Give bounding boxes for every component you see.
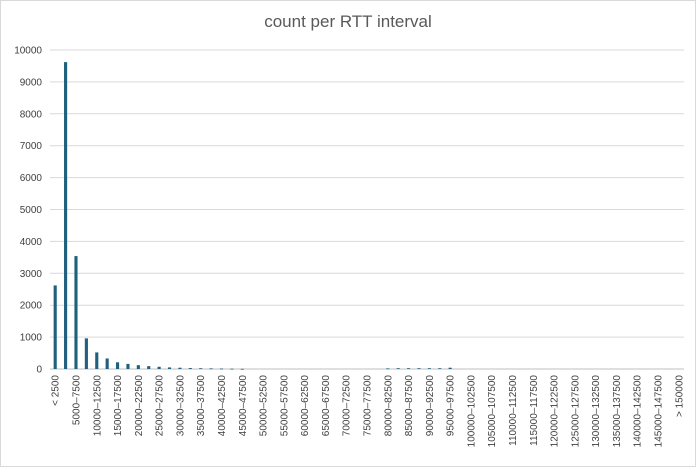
bar [64, 62, 68, 369]
x-tick-label: 110000–112500 [508, 375, 519, 446]
bar [74, 256, 78, 369]
bar [157, 366, 161, 369]
y-tick-label: 2000 [20, 301, 43, 312]
bar [126, 363, 130, 369]
chart-title: count per RTT interval [264, 12, 432, 31]
bar [417, 368, 421, 370]
bar [438, 368, 442, 370]
x-tick-label: 90000–92500 [425, 375, 436, 437]
bar [167, 367, 172, 369]
bar [95, 352, 99, 369]
y-axis: 0 1000 2000 3000 4000 5000 6000 7000 8000 9000 100… [14, 46, 42, 376]
y-tick-label: 8000 [20, 109, 43, 120]
x-tick-label: 30000–32500 [175, 375, 186, 437]
bar [219, 368, 224, 370]
x-tick-label: 35000–37500 [196, 375, 207, 437]
bar [427, 368, 431, 370]
x-tick-label: 70000–72500 [342, 375, 353, 437]
x-tick-label: 10000–12500 [92, 375, 103, 437]
x-tick-label: 125000–127500 [570, 375, 581, 448]
bar [396, 368, 400, 370]
y-tick-label: 7000 [20, 141, 43, 152]
bar [105, 358, 109, 369]
x-tick-label: < 2500 [51, 375, 62, 406]
x-tick-label: 25000–27500 [155, 375, 166, 437]
x-tick-label: 80000–82500 [383, 375, 394, 437]
x-tick-label: 95000–97500 [446, 375, 457, 437]
x-tick-label: 45000–47500 [238, 375, 249, 437]
bar [240, 368, 244, 370]
x-axis: < 2500 5000–7500 10000–12500 15000–17500 200… [51, 375, 686, 448]
bar [53, 285, 57, 369]
x-tick-label: 15000–17500 [113, 375, 124, 437]
x-tick-label: 140000–142500 [633, 375, 644, 448]
y-tick-label: 3000 [20, 269, 43, 280]
bar [188, 368, 192, 369]
x-tick-label: 40000–42500 [217, 375, 228, 437]
y-tick-label: 1000 [20, 333, 43, 344]
y-tick-label: 9000 [20, 77, 43, 88]
x-tick-label: 105000–107500 [487, 375, 498, 448]
bar [178, 367, 182, 369]
x-tick-label: 115000–117500 [529, 375, 540, 446]
x-tick-label: 75000–77500 [363, 375, 374, 437]
x-tick-label: 120000–122500 [550, 375, 561, 448]
x-tick-label: 60000–62500 [300, 375, 311, 437]
x-tick-label: 130000–132500 [591, 375, 602, 448]
bar [209, 368, 213, 370]
bar [147, 366, 151, 369]
bar [115, 362, 120, 369]
bar [386, 368, 390, 370]
x-tick-label: 135000–137500 [612, 375, 623, 448]
bar [407, 368, 411, 370]
y-tick-label: 10000 [14, 46, 42, 57]
gridlines [50, 49, 684, 370]
x-tick-label: 50000–52500 [259, 375, 270, 437]
bar [199, 368, 203, 370]
x-tick-label: 5000–7500 [71, 375, 82, 425]
y-tick-label: 4000 [20, 237, 43, 248]
x-tick-label: 20000–22500 [134, 375, 145, 437]
x-tick-label: > 150000 [674, 375, 685, 417]
y-tick-label: 6000 [20, 173, 43, 184]
x-tick-label: 100000–102500 [466, 375, 477, 448]
bar [84, 338, 88, 369]
bars [53, 62, 452, 370]
x-tick-label: 65000–67500 [321, 375, 332, 437]
bar [230, 368, 234, 370]
y-tick-label: 0 [36, 365, 42, 376]
bar [136, 365, 140, 369]
bar [448, 367, 452, 369]
x-tick-label: 145000–147500 [654, 375, 665, 448]
y-tick-label: 5000 [20, 205, 43, 216]
x-tick-label: 55000–57500 [279, 375, 290, 437]
x-tick-label: 85000–87500 [404, 375, 415, 437]
